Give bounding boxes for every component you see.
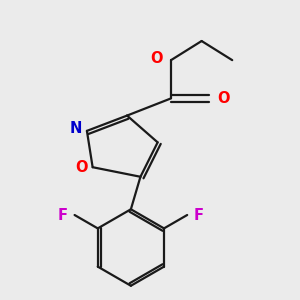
Text: O: O [76, 160, 88, 175]
Text: N: N [70, 122, 83, 136]
Text: O: O [150, 51, 163, 66]
Text: F: F [58, 208, 68, 223]
Text: F: F [194, 208, 204, 223]
Text: O: O [217, 91, 230, 106]
